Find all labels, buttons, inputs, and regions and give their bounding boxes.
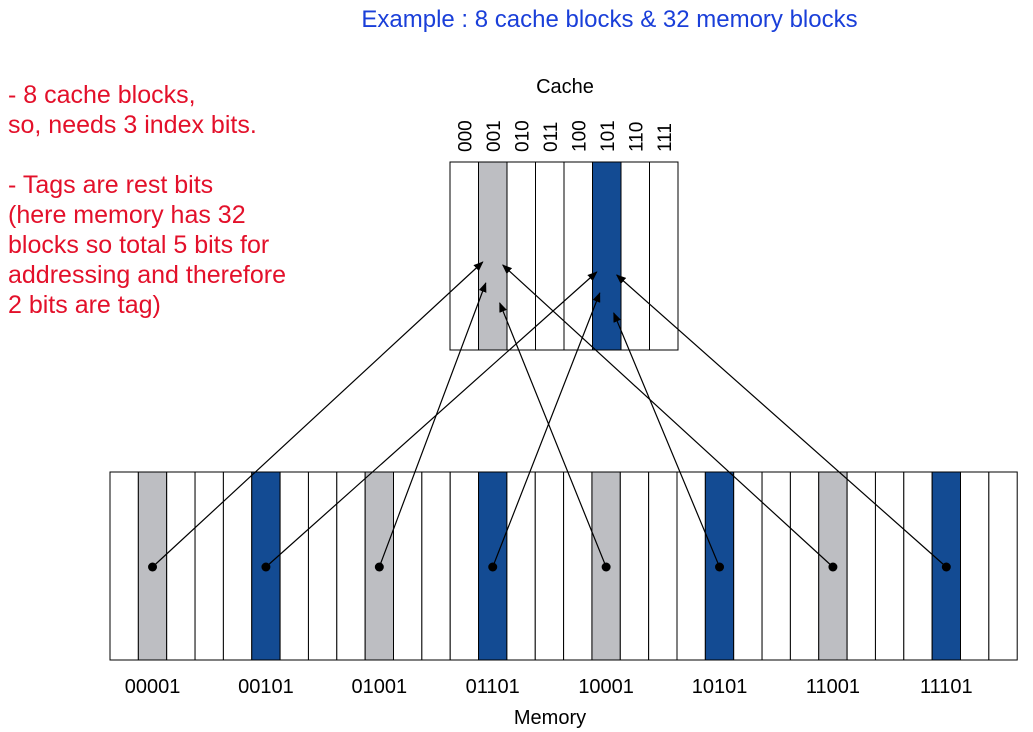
mapping-dot	[488, 562, 498, 572]
memory-block	[421, 471, 451, 661]
cache-block	[649, 161, 679, 351]
cache-block	[592, 161, 622, 351]
memory-address-label: 01001	[352, 676, 408, 698]
memory-block	[563, 471, 593, 661]
cache-index-label: 011	[541, 122, 562, 152]
note-line: (here memory has 32	[8, 201, 246, 229]
memory-block	[676, 471, 706, 661]
memory-block	[761, 471, 791, 661]
memory-address-label: 00101	[238, 676, 294, 698]
memory-block	[166, 471, 196, 661]
cache-index-label: 101	[598, 120, 619, 152]
mapping-arrow	[613, 312, 721, 568]
mapping-arrow	[265, 271, 598, 568]
memory-block	[393, 471, 423, 661]
memory-address-label: 11001	[806, 676, 860, 698]
cache-index-label: 010	[512, 120, 533, 152]
memory-address-label: 01101	[466, 676, 520, 698]
cache-block	[506, 161, 536, 351]
memory-block	[222, 471, 253, 661]
memory-address-label: 00001	[125, 676, 181, 698]
memory-block	[846, 471, 876, 661]
mapping-arrow	[492, 292, 601, 568]
mapping-dot	[941, 562, 951, 572]
mapping-arrow	[502, 264, 834, 568]
memory-block	[648, 471, 678, 661]
memory-block	[506, 471, 536, 661]
cache-block	[478, 161, 508, 351]
note-line: so, needs 3 index bits.	[8, 111, 257, 139]
cache-block	[535, 161, 565, 351]
note-line: addressing and therefore	[8, 261, 286, 289]
diagram-title: Example : 8 cache blocks & 32 memory blo…	[361, 6, 858, 33]
mapping-dot	[374, 562, 384, 572]
note-line: blocks so total 5 bits for	[8, 231, 270, 259]
memory-block	[960, 471, 990, 661]
mapping-dot	[261, 562, 271, 572]
mapping-dot	[601, 562, 611, 572]
cache-index-label: 100	[569, 120, 590, 152]
memory-address-label: 10001	[578, 676, 634, 698]
memory-block	[336, 471, 366, 661]
note-line: - 8 cache blocks,	[8, 81, 196, 109]
mapping-arrow	[378, 282, 487, 568]
memory-block	[307, 471, 338, 661]
memory-block	[733, 471, 763, 661]
mapping-arrow	[152, 261, 484, 568]
mapping-dot	[715, 562, 725, 572]
note-line: 2 bits are tag)	[8, 291, 161, 319]
memory-block	[789, 471, 820, 661]
mapping-arrows	[148, 261, 951, 572]
note-line: - Tags are rest bits	[8, 171, 214, 199]
cache-label: Cache	[536, 76, 594, 98]
cache-index-label: 000	[455, 120, 476, 152]
cache-block	[620, 161, 650, 351]
memory-block	[109, 471, 139, 661]
mapping-dot	[828, 562, 838, 572]
memory-block	[903, 471, 933, 661]
memory-block	[874, 471, 905, 661]
mapping-arrow	[616, 274, 947, 568]
memory-block	[279, 471, 309, 661]
memory-block	[194, 471, 224, 661]
memory-block	[619, 471, 650, 661]
memory-box	[109, 471, 1018, 661]
memory-label: Memory	[514, 707, 586, 729]
memory-block	[534, 471, 565, 661]
cache-box	[449, 161, 679, 351]
explanation-notes: - 8 cache blocks, so, needs 3 index bits…	[8, 80, 378, 320]
cache-block	[449, 161, 479, 351]
mapping-arrow	[499, 302, 607, 568]
memory-block	[449, 471, 480, 661]
memory-block	[988, 471, 1018, 661]
cache-index-label: 110	[626, 122, 647, 152]
cache-index-label: 001	[484, 120, 505, 152]
memory-address-label: 11101	[920, 676, 973, 698]
memory-address-label: 10101	[692, 676, 748, 698]
cache-index-label: 111	[655, 123, 676, 152]
mapping-dot	[148, 562, 158, 572]
